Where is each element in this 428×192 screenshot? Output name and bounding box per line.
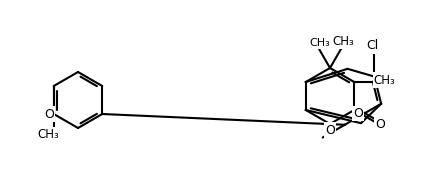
Text: Cl: Cl xyxy=(366,39,378,52)
Text: O: O xyxy=(44,108,54,121)
Text: O: O xyxy=(325,123,335,137)
Text: CH₃: CH₃ xyxy=(37,128,59,141)
Text: CH₃: CH₃ xyxy=(332,35,354,48)
Text: O: O xyxy=(375,118,385,131)
Text: CH₃: CH₃ xyxy=(309,38,330,48)
Text: CH₃: CH₃ xyxy=(374,74,395,87)
Text: O: O xyxy=(353,107,363,120)
